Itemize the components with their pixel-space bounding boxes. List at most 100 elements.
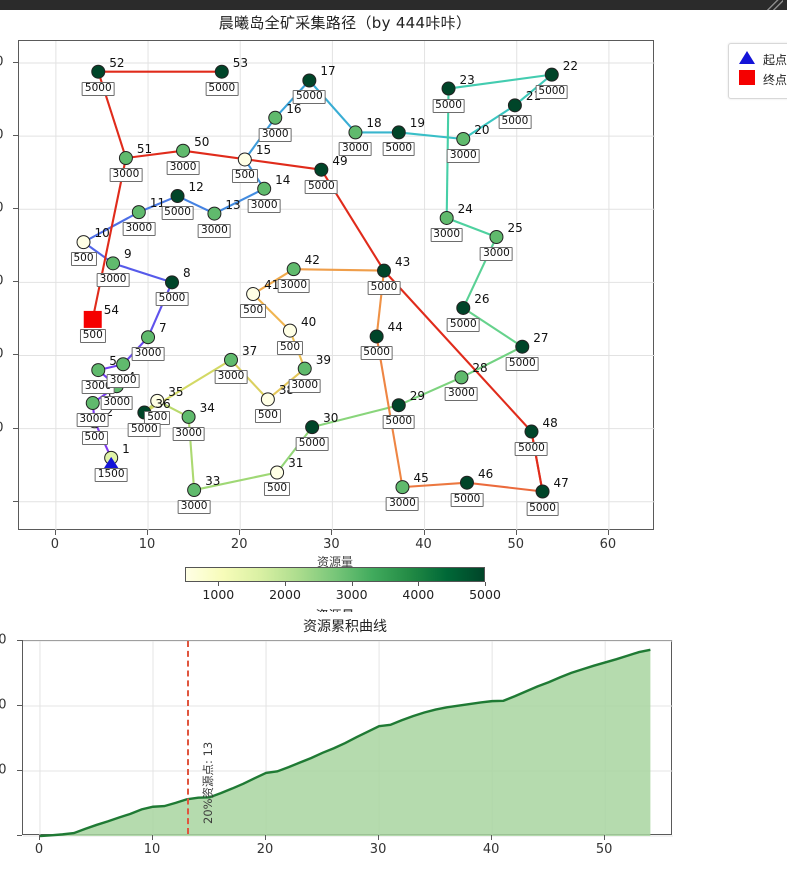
x-tick: [331, 530, 333, 535]
resource-node[interactable]: [91, 363, 106, 378]
resource-node[interactable]: [116, 357, 131, 372]
end-marker-icon: [739, 70, 755, 85]
resource-node[interactable]: [369, 329, 384, 344]
node-id-label: 14: [275, 172, 291, 187]
resource-node[interactable]: [170, 189, 185, 204]
resource-node[interactable]: [131, 205, 146, 220]
resource-node[interactable]: [535, 484, 550, 499]
route-segment: [147, 279, 174, 338]
start-marker-icon: [739, 51, 755, 64]
node-value-box: 5000: [127, 422, 161, 437]
resource-node[interactable]: [544, 67, 559, 82]
resource-node[interactable]: [377, 263, 392, 278]
cumulative-curve-layer: [39, 648, 651, 838]
node-id-label: 33: [205, 474, 221, 489]
resource-node[interactable]: [454, 370, 469, 385]
resource-node[interactable]: [459, 475, 474, 490]
resource-node[interactable]: [207, 206, 222, 221]
node-id-label: 26: [474, 291, 490, 306]
resource-node[interactable]: [187, 483, 202, 498]
resource-node[interactable]: [489, 230, 504, 244]
cumulative-line: [39, 648, 651, 838]
node-value-box: 3000: [131, 347, 165, 362]
route-segment-to-end: [91, 157, 127, 320]
node-value-box: 5000: [292, 90, 326, 105]
y-tick: [13, 354, 18, 356]
colorbar-tick: [218, 582, 220, 586]
colorbar-tick-label: 2000: [269, 587, 301, 602]
node-id-label: 10: [94, 226, 110, 241]
resource-node[interactable]: [106, 256, 121, 271]
node-id-label: 1: [122, 441, 130, 456]
resource-node[interactable]: [141, 330, 156, 345]
resource-node[interactable]: [286, 262, 301, 277]
resource-node[interactable]: [237, 152, 252, 167]
resource-node[interactable]: [282, 323, 297, 338]
node-value-box: 5000: [446, 317, 480, 332]
node-id-label: 52: [109, 55, 125, 70]
node-id-label: 18: [366, 116, 382, 131]
y-tick-label: 30: [0, 274, 4, 289]
resource-node[interactable]: [224, 352, 238, 367]
node-value-box: 5000: [526, 501, 559, 516]
resource-node[interactable]: [305, 420, 320, 435]
resource-node[interactable]: [439, 210, 454, 225]
resource-node[interactable]: [314, 162, 329, 177]
resource-node[interactable]: [165, 275, 180, 290]
window-chrome-bar: [0, 0, 787, 10]
node-value-box: 5000: [81, 81, 115, 96]
node-value-box: 5000: [295, 437, 329, 452]
route-segment: [446, 217, 500, 239]
resource-node[interactable]: [257, 181, 272, 196]
route-segment: [274, 78, 312, 119]
resource-node[interactable]: [118, 151, 133, 166]
resource-node[interactable]: [76, 235, 91, 250]
resource-node[interactable]: [441, 81, 456, 96]
node-id-label: 34: [199, 400, 215, 415]
node-id-label: 54: [103, 302, 120, 317]
node-value-box: 500: [81, 431, 108, 446]
resource-node[interactable]: [456, 132, 471, 146]
node-value-box: 3000: [258, 127, 292, 142]
resource-node[interactable]: [302, 73, 317, 88]
node-id-label: 27: [533, 330, 549, 345]
resource-node[interactable]: [507, 98, 522, 113]
node-value-box: 3000: [177, 500, 211, 515]
cumulative-area: [39, 649, 651, 836]
resource-node[interactable]: [246, 287, 261, 302]
node-id-label: 16: [286, 101, 302, 116]
node-value-box: 3000: [122, 222, 156, 237]
node-value-box: 5000: [155, 292, 189, 307]
resource-node[interactable]: [395, 480, 410, 495]
x-tick-label: 10: [138, 537, 156, 552]
cumulative-axes: 20%资源点: 13: [22, 640, 673, 838]
resource-node[interactable]: [268, 110, 283, 125]
y-tick: [13, 61, 18, 63]
resource-node[interactable]: [91, 64, 106, 79]
node-value-box: 5000: [432, 98, 465, 113]
resource-node[interactable]: [456, 300, 471, 315]
route-segment: [110, 261, 173, 284]
resource-node[interactable]: [270, 465, 285, 480]
resource-node[interactable]: [524, 424, 539, 439]
cum-x-tick-label: 20: [256, 842, 274, 857]
resource-node[interactable]: [181, 409, 196, 424]
resize-grip-icon[interactable]: [767, 0, 783, 10]
cum-x-tick: [265, 835, 267, 840]
node-id-label: 50: [194, 134, 210, 149]
resource-node[interactable]: [150, 393, 165, 408]
resource-node[interactable]: [515, 339, 530, 354]
resource-node[interactable]: [214, 64, 229, 79]
resource-node[interactable]: [260, 392, 275, 407]
colorbar-tick: [485, 582, 486, 586]
route-segment: [396, 376, 462, 407]
resource-node[interactable]: [391, 125, 406, 140]
resource-node[interactable]: [348, 125, 363, 140]
resource-node[interactable]: [176, 143, 191, 158]
resource-node[interactable]: [85, 396, 100, 411]
x-tick: [239, 530, 241, 535]
resource-node[interactable]: [297, 361, 312, 376]
cum-x-tick: [38, 835, 40, 840]
resource-node[interactable]: [391, 398, 406, 413]
